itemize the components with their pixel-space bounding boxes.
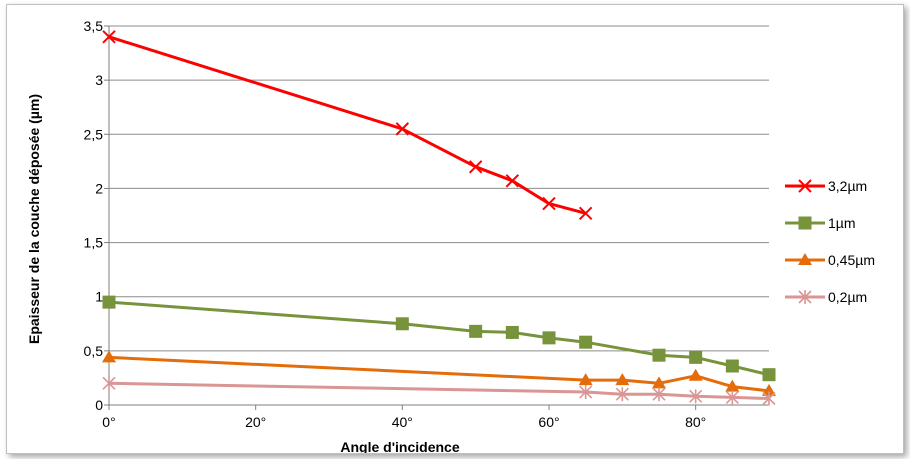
data-point [578, 206, 593, 221]
data-point [469, 324, 483, 338]
legend-label: 0,2µm [828, 289, 867, 305]
data-point [102, 350, 116, 363]
x-axis-label: Angle d'incidence [340, 439, 459, 453]
series-0 [102, 30, 593, 221]
line-chart: 0 0,5 1 1,5 2 2,5 3 3,5 0° 20° 40° 60° 80° Epaisseur… [26, 18, 875, 455]
data-point [579, 385, 593, 400]
y-tick-label: 0,5 [84, 343, 104, 359]
legend-marker [798, 216, 812, 230]
y-tick-label: 0 [95, 397, 103, 413]
y-tick-label: 3 [95, 72, 103, 88]
legend-entry: 0,2µm [785, 289, 867, 305]
y-tick-label: 1,5 [84, 235, 104, 251]
data-point [725, 359, 739, 373]
data-point [688, 368, 703, 381]
series-line [108, 35, 587, 215]
data-point [505, 174, 520, 188]
data-point [102, 30, 116, 44]
legend: 3,2µm 1µm 0,45µm 0,2µm [785, 178, 875, 305]
y-tick-label: 2,5 [84, 126, 104, 142]
chart-frame: 0 0,5 1 1,5 2 2,5 3 3,5 0° 20° 40° 60° 80° Epaisseur… [6, 4, 904, 455]
data-point [762, 368, 776, 382]
legend-marker [798, 179, 812, 193]
data-point [468, 160, 483, 174]
series-2 [102, 350, 776, 396]
data-point [102, 376, 116, 391]
legend-marker [798, 290, 812, 304]
y-axis-label: Epaisseur de la couche déposée (µm) [26, 94, 42, 344]
data-point [578, 373, 593, 386]
data-point [689, 389, 703, 404]
data-point [762, 391, 776, 406]
y-tick-label: 2 [95, 180, 103, 196]
x-tick-label: 80° [685, 414, 706, 430]
legend-entry: 0,45µm [785, 252, 875, 268]
data-point [762, 383, 776, 396]
x-tick-label: 0° [102, 414, 115, 430]
data-point [542, 196, 556, 211]
data-point [395, 122, 410, 136]
data-point [102, 295, 116, 309]
legend-label: 1µm [828, 215, 856, 231]
data-point [725, 390, 739, 405]
legend-entry: 1µm [785, 215, 856, 231]
data-point [652, 387, 666, 402]
data-point [615, 373, 630, 386]
series-3 [102, 376, 776, 406]
y-tick-label: 1 [95, 289, 103, 305]
x-tick-label: 20° [245, 414, 266, 430]
legend-label: 0,45µm [828, 252, 875, 268]
data-point [615, 387, 629, 402]
data-point [579, 335, 593, 349]
series-line [108, 300, 770, 377]
data-point [652, 348, 666, 362]
data-point [725, 379, 740, 392]
data-point [505, 325, 519, 339]
data-point [689, 350, 703, 364]
x-tick-label: 60° [538, 414, 559, 430]
legend-marker [798, 253, 812, 265]
series-1 [102, 295, 776, 382]
data-point [542, 331, 556, 345]
legend-entry: 3,2µm [785, 178, 867, 194]
data-point [652, 376, 666, 389]
legend-label: 3,2µm [828, 178, 867, 194]
data-point [395, 317, 409, 331]
y-tick-label: 3,5 [84, 18, 104, 34]
x-tick-label: 40° [392, 414, 413, 430]
series-line [108, 381, 770, 400]
